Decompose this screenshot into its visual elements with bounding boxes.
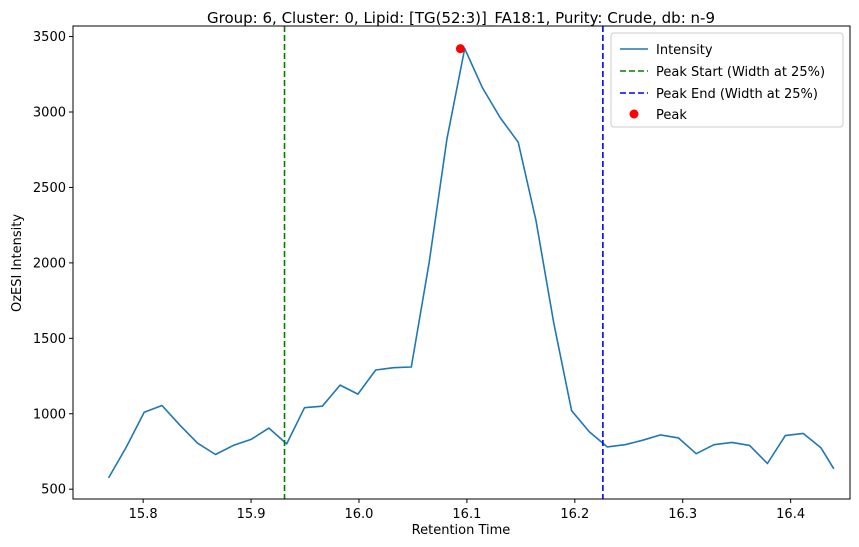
legend-label-intensity: Intensity bbox=[656, 43, 713, 58]
legend: Intensity Peak Start (Width at 25%) Peak… bbox=[610, 32, 844, 128]
y-tick-label: 1500 bbox=[33, 332, 66, 347]
legend-label-peak: Peak bbox=[656, 108, 687, 123]
y-tick-label: 2500 bbox=[33, 181, 66, 196]
x-tick-label: 15.8 bbox=[129, 507, 158, 522]
intensity-series-line bbox=[107, 47, 835, 479]
chart-title: Group: 6, Cluster: 0, Lipid: [TG(52:3)]_… bbox=[207, 9, 715, 28]
plot-frame bbox=[72, 25, 851, 500]
y-axis-label: OzESI Intensity bbox=[10, 214, 25, 312]
legend-label-peak-start: Peak Start (Width at 25%) bbox=[656, 65, 825, 80]
plot-area bbox=[107, 26, 835, 499]
x-tick-label: 16.2 bbox=[560, 507, 589, 522]
x-tick-label: 16.3 bbox=[668, 507, 697, 522]
peak-marker bbox=[455, 44, 465, 54]
x-tick-label: 16.0 bbox=[345, 507, 374, 522]
y-tick-label: 2000 bbox=[33, 256, 66, 271]
x-tick-label: 16.1 bbox=[452, 507, 481, 522]
y-tick-label: 3500 bbox=[33, 30, 66, 45]
x-tick-label: 16.4 bbox=[776, 507, 805, 522]
y-tick-label: 1000 bbox=[33, 407, 66, 422]
x-axis-label: Retention Time bbox=[412, 523, 511, 538]
y-axis-ticks: 500 1000 1500 2000 2500 3000 3500 bbox=[33, 30, 73, 498]
y-tick-label: 3000 bbox=[33, 106, 66, 121]
legend-label-peak-end: Peak End (Width at 25%) bbox=[656, 87, 818, 102]
x-axis-ticks: 15.8 15.9 16.0 16.1 16.2 16.3 16.4 bbox=[129, 499, 805, 522]
legend-box bbox=[610, 32, 844, 128]
x-tick-label: 15.9 bbox=[237, 507, 266, 522]
legend-swatch-peak bbox=[629, 109, 639, 119]
y-tick-label: 500 bbox=[41, 483, 66, 498]
